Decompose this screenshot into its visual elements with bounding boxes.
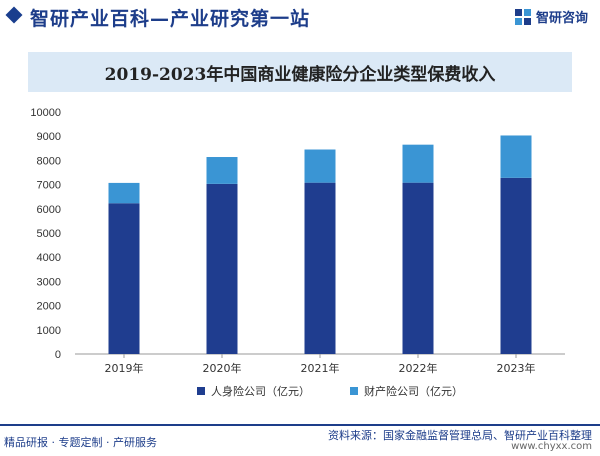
footer-source: 资料来源：国家金融监督管理总局、智研产业百科整理 (328, 429, 592, 442)
legend-label-property-insurer: 财产险公司（亿元） (364, 384, 463, 398)
chart: 0 1000 2000 3000 4000 5000 6000 7000 8000 9000 100… (30, 107, 565, 398)
y-tick-label: 7000 (37, 180, 61, 192)
footer-tagline: 精品研报 · 专题定制 · 产研服务 (4, 436, 157, 449)
chart-title: 2019-2023年中国商业健康险分企业类型保费收入 (104, 64, 496, 85)
y-tick-label: 0 (55, 349, 61, 361)
bar-property-insurer (304, 149, 336, 183)
bar-property-insurer (500, 135, 532, 178)
bar-property-insurer (206, 157, 238, 184)
x-tick-label: 2022年 (399, 361, 438, 375)
header: 智研产业百科—产业研究第一站 智研咨询 (0, 0, 600, 36)
y-tick-label: 9000 (37, 131, 61, 143)
bar-life-insurer (304, 182, 336, 354)
x-tick-label: 2021年 (301, 361, 340, 375)
y-tick-label: 3000 (37, 276, 61, 288)
y-tick-label: 1000 (37, 325, 61, 337)
bar-life-insurer (206, 183, 238, 354)
diamond-icon (5, 6, 23, 24)
legend-swatch-life-insurer (197, 387, 205, 395)
bar-life-insurer (108, 203, 140, 354)
y-tick-label: 5000 (37, 228, 61, 240)
y-tick-label: 10000 (30, 107, 61, 119)
footer: 精品研报 · 专题定制 · 产研服务 资料来源：国家金融监督管理总局、智研产业百… (0, 424, 600, 456)
x-tick-label: 2023年 (497, 361, 536, 375)
bar-life-insurer (402, 182, 434, 354)
chart-title-banner: 2019-2023年中国商业健康险分企业类型保费收入 (28, 52, 572, 92)
y-tick-label: 2000 (37, 301, 61, 313)
y-tick-label: 8000 (37, 155, 61, 167)
bar-life-insurer (500, 177, 532, 354)
logo-icon (514, 8, 532, 26)
bar-property-insurer (108, 182, 140, 204)
logo-text: 智研咨询 (535, 11, 588, 26)
y-tick-label: 6000 (37, 204, 61, 216)
footer-divider (0, 424, 600, 426)
brand-logo[interactable]: 智研咨询 (514, 7, 588, 26)
footer-url[interactable]: www.chyxx.com (511, 441, 592, 452)
x-tick-label: 2020年 (203, 361, 242, 375)
legend-swatch-property-insurer (350, 387, 358, 395)
page-title: 智研产业百科—产业研究第一站 (30, 8, 311, 30)
bar-property-insurer (402, 144, 434, 183)
legend-label-life-insurer: 人身险公司（亿元） (211, 384, 310, 398)
x-tick-label: 2019年 (105, 361, 144, 375)
y-tick-label: 4000 (37, 252, 61, 264)
